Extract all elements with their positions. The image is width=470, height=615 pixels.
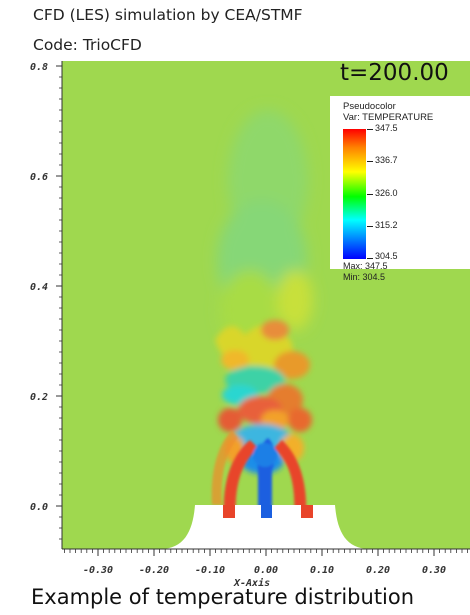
- x-tick-label: 0.10: [310, 565, 334, 576]
- legend-title: Pseudocolor: [343, 101, 396, 112]
- header-line-2: Code: TrioCFD: [33, 36, 142, 54]
- jets: [211, 430, 307, 518]
- y-axis-ticks: 0.8 0.6 0.4 0.2 0.0: [30, 62, 62, 540]
- y-tick-label: 0.4: [30, 282, 48, 293]
- legend-tick-mark: [367, 129, 373, 130]
- x-axis-ticks: -0.30 -0.20 -0.10 0.00 0.10 0.20 0.30: [64, 549, 469, 576]
- time-label: t=200.00: [340, 60, 449, 86]
- nozzle-right-outlet: [301, 505, 313, 518]
- x-tick-label: 0.30: [422, 565, 446, 576]
- legend-tick-mark: [367, 258, 373, 259]
- y-tick-label: 0.8: [30, 62, 48, 73]
- header-line-1: CFD (LES) simulation by CEA/STMF: [33, 6, 303, 24]
- legend-tick-label: 304.5: [375, 251, 398, 261]
- nozzle-left-outlet: [223, 505, 235, 518]
- x-tick-label: -0.20: [139, 565, 169, 576]
- nozzle-center-outlet: [261, 505, 272, 518]
- x-tick-label: 0.00: [254, 565, 278, 576]
- y-tick-label: 0.2: [30, 392, 48, 403]
- legend-tick-label: 336.7: [375, 155, 398, 165]
- plume-structures: [215, 320, 312, 474]
- legend-tick-label: 326.0: [375, 188, 398, 198]
- y-tick-label: 0.0: [30, 502, 48, 513]
- legend-tick-label: 315.2: [375, 220, 398, 230]
- legend-min: Min: 304.5: [343, 272, 386, 282]
- legend-tick-mark: [367, 161, 373, 162]
- color-bar: [343, 129, 366, 259]
- y-tick-label: 0.6: [30, 172, 48, 183]
- color-legend: Pseudocolor Var: TEMPERATURE 347.5 336.7…: [330, 96, 470, 282]
- legend-tick-mark: [367, 194, 373, 195]
- x-axis-label: X-Axis: [234, 578, 271, 589]
- x-tick-label: -0.10: [195, 565, 225, 576]
- legend-tick-mark: [367, 226, 373, 227]
- nozzle-block: [160, 505, 370, 549]
- legend-variable: Var: TEMPERATURE: [343, 112, 434, 123]
- legend-max: Max: 347.5: [343, 261, 388, 271]
- caption: Example of temperature distribution: [31, 585, 415, 609]
- x-tick-label: 0.20: [366, 565, 390, 576]
- x-tick-label: -0.30: [83, 565, 113, 576]
- legend-tick-label: 347.5: [375, 123, 398, 133]
